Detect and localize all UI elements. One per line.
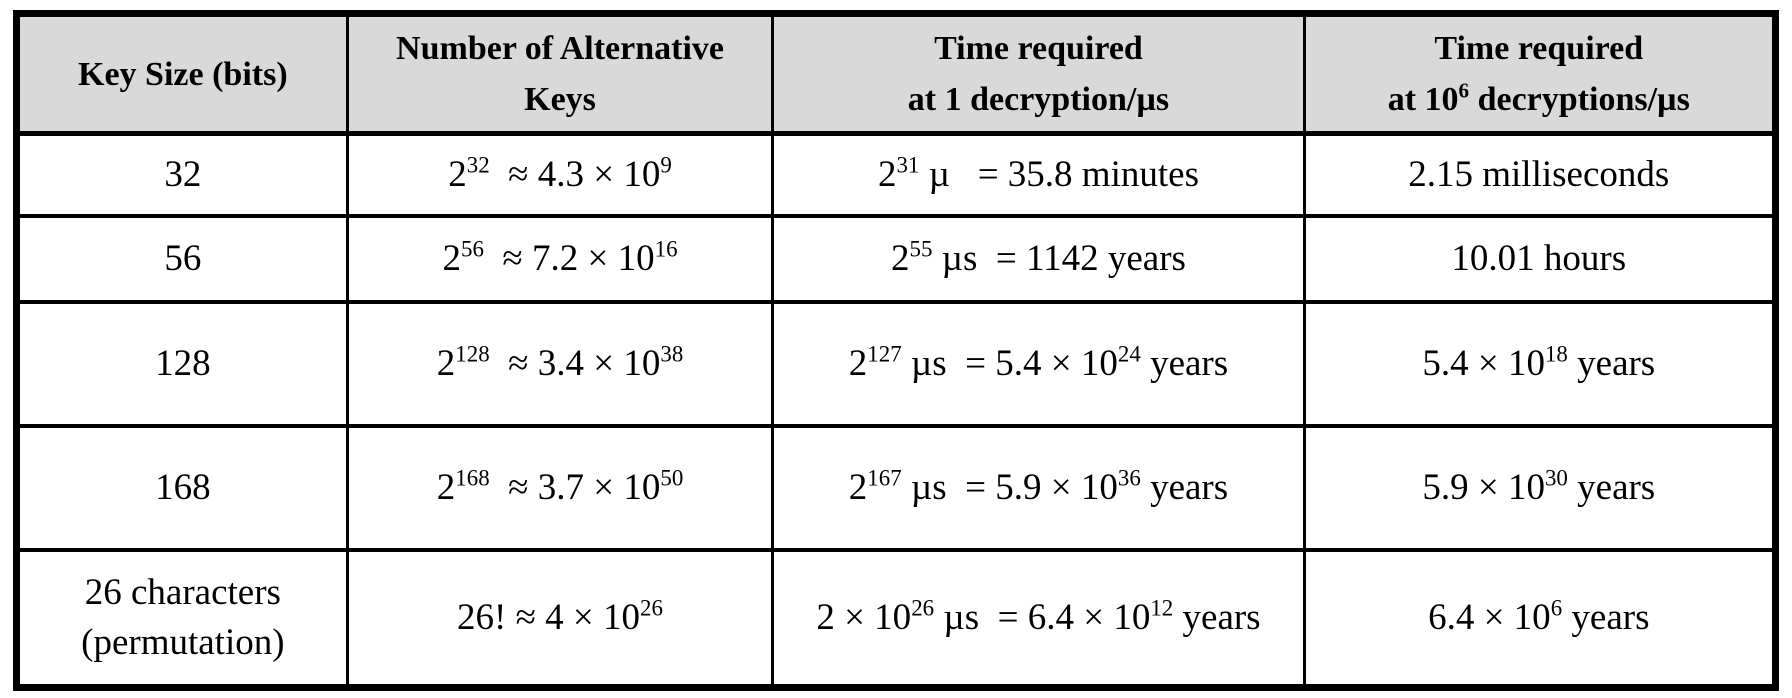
cell-key-size: 32 (15, 131, 349, 218)
cell-alternative-keys: 2168 ≈ 3.7 × 1050 (345, 423, 775, 552)
header-row: Key Size (bits) Number of Alternative Key… (15, 11, 1778, 136)
table-row-128: 128 2128 ≈ 3.4 × 1038 2127 µs = 5.4 × 10… (15, 299, 1778, 428)
cell-key-size: 128 (15, 299, 349, 428)
cell-time-1-decryption: 2 × 1026 µs = 6.4 × 1012 years (771, 547, 1306, 690)
table-row-56: 56 256 ≈ 7.2 × 1016 255 µs = 1142 years … (15, 213, 1778, 304)
cell-alternative-keys: 232 ≈ 4.3 × 109 (345, 131, 775, 218)
cell-time-1-decryption: 2127 µs = 5.4 × 1024 years (771, 299, 1306, 428)
cell-alternative-keys: 256 ≈ 7.2 × 1016 (345, 213, 775, 304)
cell-time-1e6-decryptions: 5.9 × 1030 years (1302, 423, 1778, 552)
col-header-time-1e6-decryptions: Time required at 106 decryptions/µs (1302, 11, 1778, 136)
cell-key-size: 26 characters (permutation) (15, 547, 349, 690)
cell-time-1e6-decryptions: 5.4 × 1018 years (1302, 299, 1778, 428)
table-row-26-characters: 26 characters (permutation) 26! ≈ 4 × 102… (15, 547, 1778, 690)
cell-time-1-decryption: 231 µ = 35.8 minutes (771, 131, 1306, 218)
cell-time-1e6-decryptions: 6.4 × 106 years (1302, 547, 1778, 690)
cell-alternative-keys: 2128 ≈ 3.4 × 1038 (345, 299, 775, 428)
col-header-alternative-keys: Number of Alternative Keys (345, 11, 775, 136)
col-header-key-size: Key Size (bits) (15, 11, 349, 136)
table-row-32: 32 232 ≈ 4.3 × 109 231 µ = 35.8 minutes … (15, 131, 1778, 218)
cell-time-1-decryption: 2167 µs = 5.9 × 1036 years (771, 423, 1306, 552)
key-search-time-table: Key Size (bits) Number of Alternative Key… (13, 10, 1779, 691)
table-row-168: 168 2168 ≈ 3.7 × 1050 2167 µs = 5.9 × 10… (15, 423, 1778, 552)
cell-key-size: 168 (15, 423, 349, 552)
cell-alternative-keys: 26! ≈ 4 × 1026 (345, 547, 775, 690)
cell-time-1e6-decryptions: 10.01 hours (1302, 213, 1778, 304)
cell-time-1e6-decryptions: 2.15 milliseconds (1302, 131, 1778, 218)
col-header-time-1-decryption: Time required at 1 decryption/µs (771, 11, 1306, 136)
cell-time-1-decryption: 255 µs = 1142 years (771, 213, 1306, 304)
cell-key-size: 56 (15, 213, 349, 304)
